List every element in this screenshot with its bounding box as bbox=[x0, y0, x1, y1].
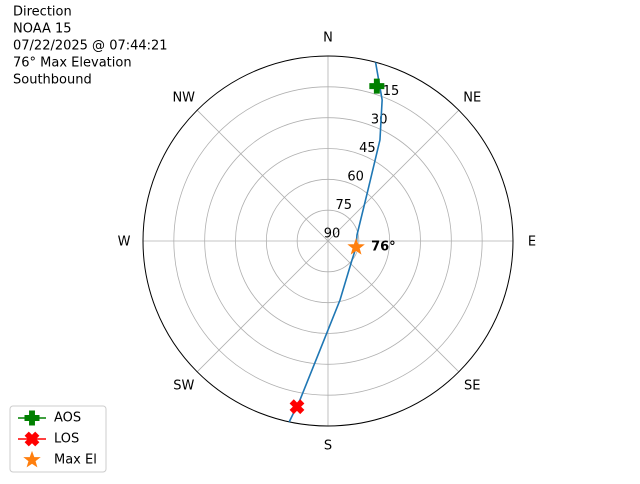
legend-marker bbox=[24, 410, 40, 426]
r-tick-label: 75 bbox=[336, 198, 353, 213]
theta-tick-label: S bbox=[324, 439, 332, 454]
grid-spoke bbox=[327, 109, 460, 242]
r-tick-label: 45 bbox=[359, 141, 376, 156]
annotation: 76° bbox=[371, 240, 396, 255]
title-line: 76° Max Elevation bbox=[13, 56, 132, 71]
title-line: 07/22/2025 @ 07:44:21 bbox=[13, 39, 168, 54]
r-tick-label: 90 bbox=[324, 227, 341, 242]
theta-tick-label: NE bbox=[463, 90, 481, 105]
grid-spoke bbox=[327, 240, 460, 373]
grid-spoke bbox=[196, 109, 329, 242]
title-line: Direction bbox=[13, 5, 72, 20]
grid-spoke bbox=[196, 240, 329, 373]
title-line: NOAA 15 bbox=[13, 22, 72, 37]
theta-tick-label: W bbox=[118, 235, 131, 250]
theta-tick-label: NW bbox=[172, 90, 195, 105]
r-tick-label: 30 bbox=[371, 113, 388, 128]
point-marker bbox=[289, 399, 305, 415]
track-line bbox=[288, 62, 383, 423]
theta-tick-label: N bbox=[323, 31, 333, 46]
theta-tick-label: SE bbox=[464, 379, 480, 394]
point-marker bbox=[369, 78, 385, 94]
theta-tick-label: SW bbox=[173, 379, 194, 394]
legend-marker bbox=[23, 450, 41, 468]
legend-label: Max El bbox=[54, 453, 97, 468]
legend-label: LOS bbox=[54, 432, 79, 447]
r-tick-label: 15 bbox=[383, 84, 400, 99]
point-marker bbox=[347, 238, 365, 255]
r-tick-label: 60 bbox=[347, 170, 364, 185]
theta-tick-label: E bbox=[528, 235, 536, 250]
legend-label: AOS bbox=[54, 411, 81, 426]
legend-marker bbox=[24, 431, 40, 447]
title-line: Southbound bbox=[13, 73, 92, 88]
polar-frame bbox=[142, 55, 514, 427]
